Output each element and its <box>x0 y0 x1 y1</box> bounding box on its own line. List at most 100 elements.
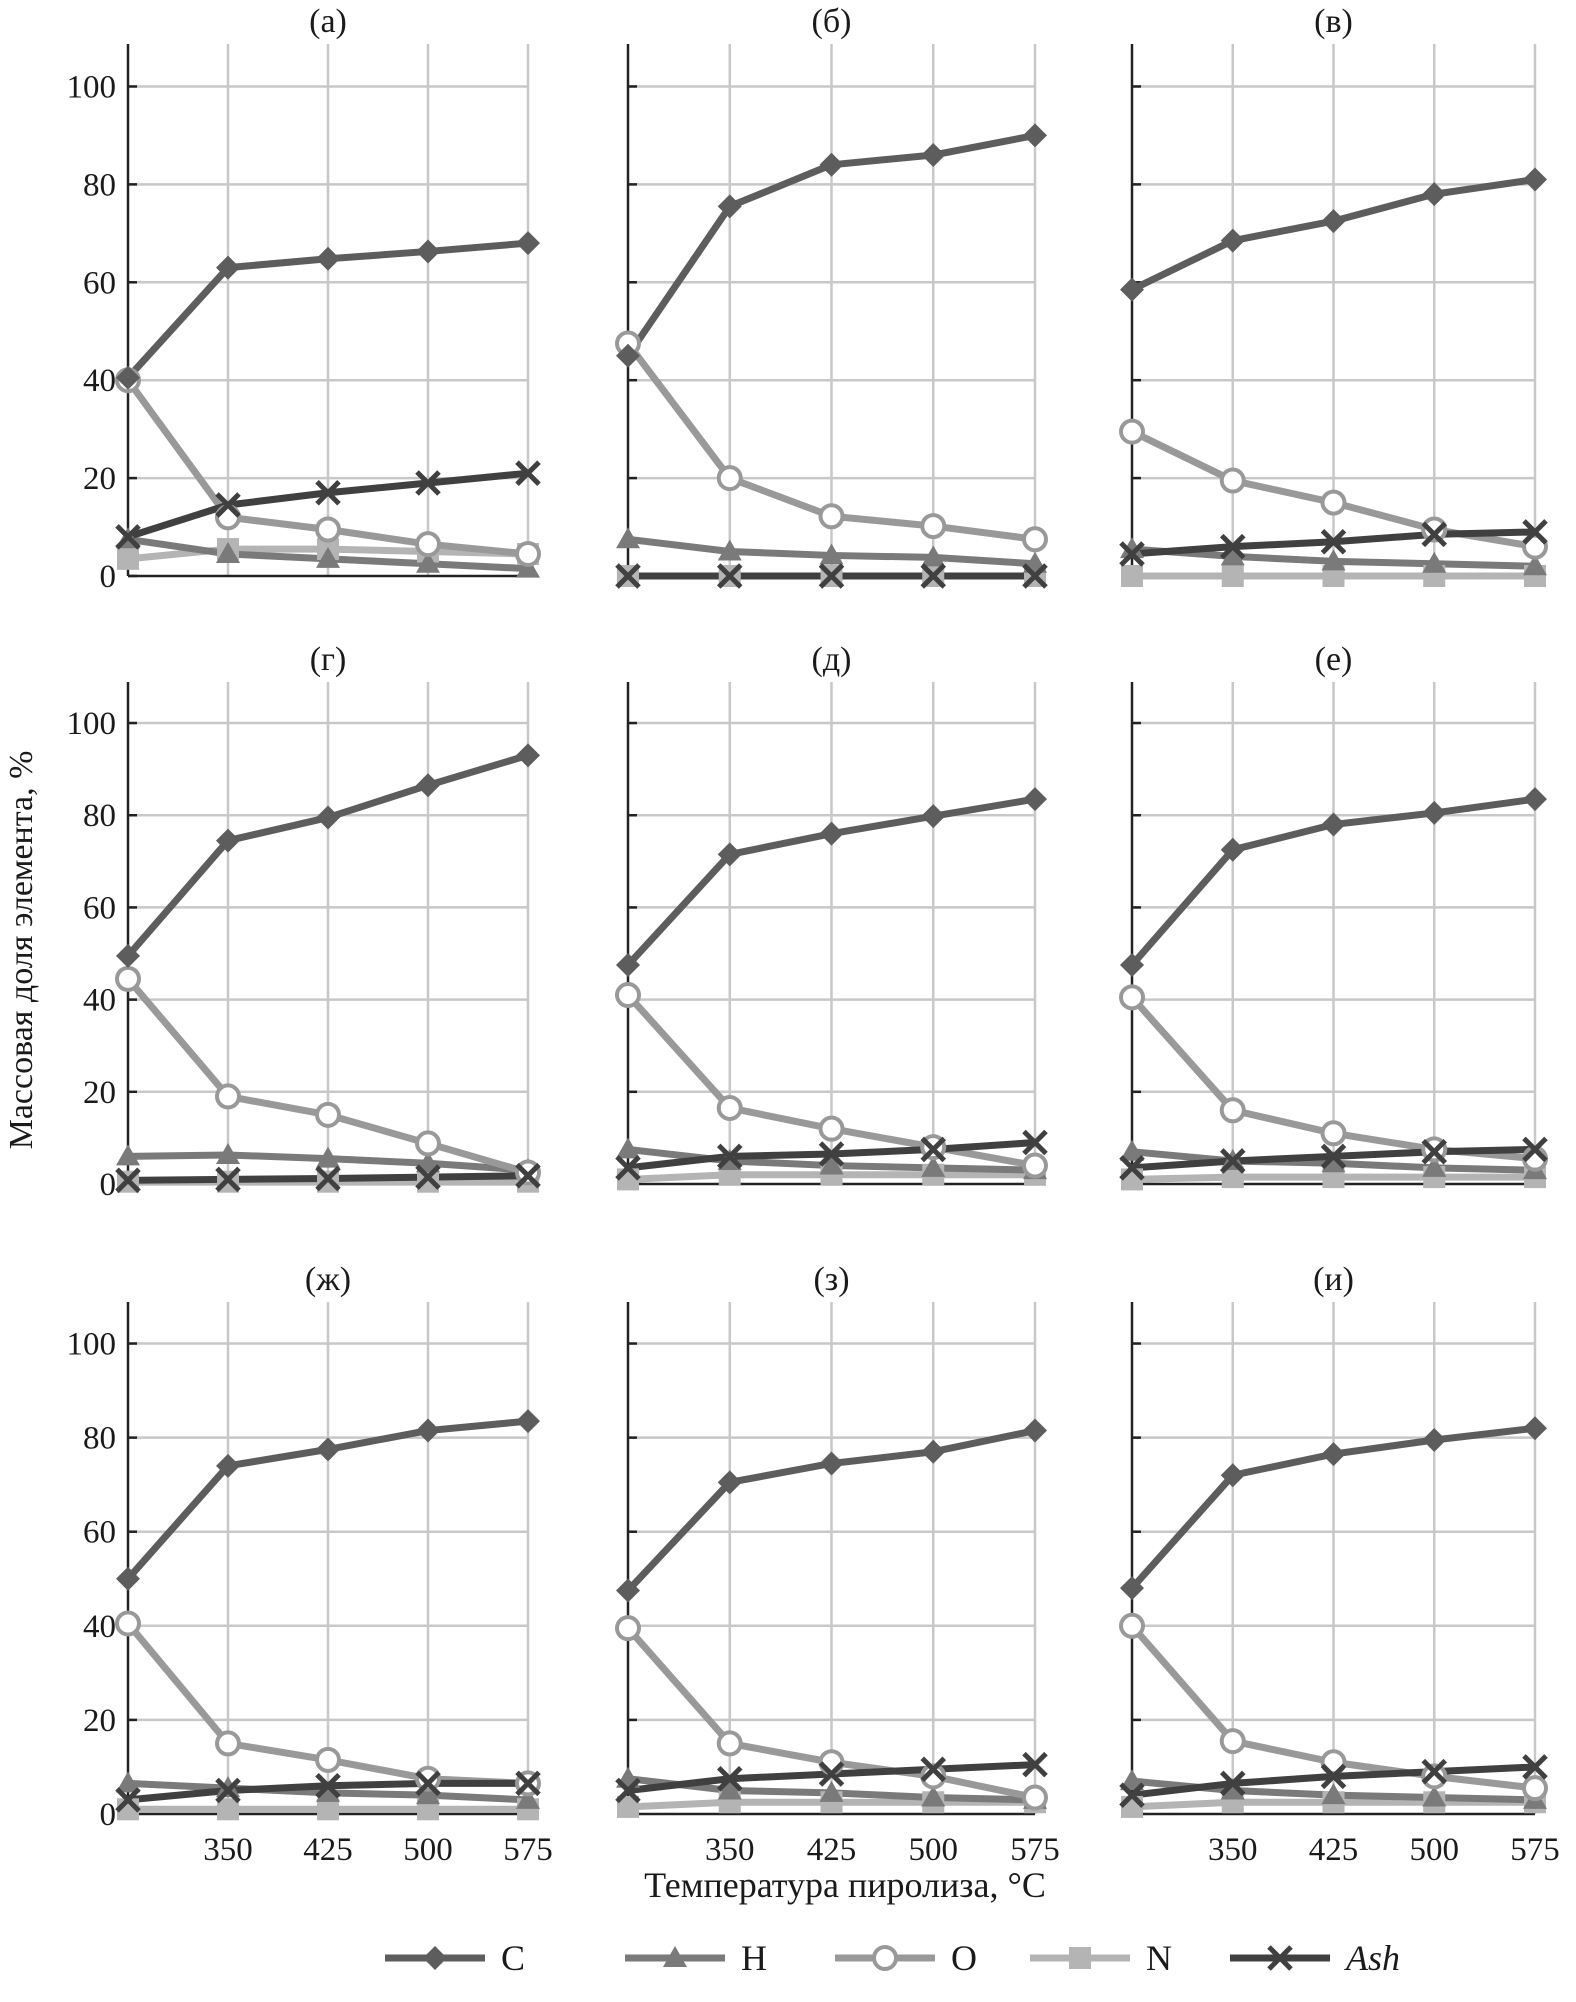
data-point-c <box>819 1451 844 1476</box>
data-point-c <box>1523 167 1547 192</box>
data-point-n <box>617 1795 639 1818</box>
gridlines <box>128 682 530 1184</box>
panel-title: (з) <box>813 1261 849 1298</box>
gridlines <box>628 44 1037 576</box>
data-point-c <box>216 255 240 280</box>
data-point-c <box>1023 787 1047 812</box>
data-point-h <box>819 543 844 565</box>
data-point-h <box>216 1142 240 1164</box>
data-point-c <box>616 1578 640 1603</box>
y-tick-label: 60 <box>83 890 116 926</box>
data-point-c <box>819 821 844 846</box>
x-tick-label: 500 <box>403 1832 453 1868</box>
data-point-ash <box>1022 1129 1048 1156</box>
data-point-ash <box>1320 1143 1347 1170</box>
data-point-n <box>1121 565 1143 587</box>
x-tick-label: 500 <box>909 1832 959 1868</box>
data-point-o <box>615 1615 641 1642</box>
data-point-c <box>1422 1427 1447 1452</box>
legend-label: Ash <box>1344 1938 1400 1978</box>
data-point-ash <box>1022 1751 1048 1778</box>
data-point-ash <box>615 1155 641 1181</box>
data-point-ash <box>1219 1148 1246 1174</box>
data-point-h <box>1120 537 1144 559</box>
x-axis-label: Температура пиролиза, °C <box>644 1865 1046 1905</box>
data-point-o <box>415 1765 441 1792</box>
x-tick-label: 425 <box>807 1832 857 1868</box>
data-point-c <box>416 239 440 264</box>
data-point-ash <box>1119 1782 1145 1808</box>
data-point-h <box>1220 1778 1245 1800</box>
gridlines <box>628 682 1037 1184</box>
data-point-h <box>1321 1151 1346 1173</box>
data-point-c <box>516 231 540 256</box>
data-point-o <box>1022 1784 1048 1811</box>
legend-marker <box>663 1946 687 1967</box>
data-point-n <box>117 547 139 570</box>
data-point-ash <box>1022 563 1048 589</box>
data-point-ash <box>315 1773 341 1799</box>
panel-title: (и) <box>1313 1261 1354 1298</box>
data-point-h <box>216 1776 240 1798</box>
data-point-ash <box>515 1770 541 1797</box>
data-point-c <box>1422 182 1447 207</box>
y-tick-label: 100 <box>67 1327 117 1363</box>
data-point-ash <box>1421 1138 1448 1165</box>
data-point-ash <box>920 563 947 589</box>
data-point-c <box>1321 812 1346 837</box>
data-point-ash <box>1320 1763 1347 1790</box>
data-point-o <box>716 1094 743 1121</box>
data-point-n <box>1121 1168 1143 1191</box>
data-point-ash <box>115 524 141 550</box>
legend-marker <box>872 1945 898 1971</box>
legend-marker <box>1267 1945 1293 1971</box>
legend-label: N <box>1146 1938 1172 1978</box>
data-point-h <box>717 539 742 561</box>
data-point-o <box>115 965 141 992</box>
data-point-ash <box>818 563 845 589</box>
data-point-ash <box>615 563 641 589</box>
data-point-h <box>616 1137 640 1159</box>
data-point-o <box>818 1749 845 1776</box>
data-point-c <box>1220 1463 1245 1488</box>
data-point-ash <box>115 1787 141 1813</box>
data-point-c <box>717 1470 742 1495</box>
panel-2: (б) <box>615 3 1048 589</box>
gridlines <box>1132 44 1537 576</box>
data-point-h <box>316 1146 340 1168</box>
data-point-h <box>921 545 946 567</box>
x-tick-label: 575 <box>1010 1832 1060 1868</box>
data-point-ash <box>1219 1770 1246 1797</box>
data-point-h <box>717 1778 742 1800</box>
data-point-ash <box>615 1777 641 1804</box>
data-point-h <box>316 1780 340 1802</box>
y-tick-label: 80 <box>83 1421 116 1457</box>
gridlines <box>1132 1302 1537 1814</box>
data-point-h <box>116 1144 140 1166</box>
data-point-ash <box>1522 1136 1548 1163</box>
data-point-o <box>1421 516 1448 543</box>
gridlines <box>628 1302 1037 1814</box>
legend-marker <box>423 1946 447 1970</box>
y-tick-label: 40 <box>83 1609 116 1645</box>
y-tick-label: 60 <box>83 265 116 301</box>
gridlines <box>1132 682 1537 1184</box>
x-tick-label: 425 <box>1309 1832 1359 1868</box>
data-point-ash <box>920 1756 947 1783</box>
x-tick-label: 425 <box>303 1832 353 1868</box>
data-point-h <box>1523 554 1547 576</box>
data-point-c <box>921 804 946 829</box>
data-point-ash <box>1119 1155 1145 1181</box>
data-point-ash <box>115 1167 141 1194</box>
data-point-h <box>216 541 240 563</box>
panel-4: (г) 0 20 40 60 80 100 <box>67 641 541 1203</box>
data-point-ash <box>716 1143 743 1170</box>
data-point-c <box>116 365 140 390</box>
panel-8: (з) 350 425 500 575 <box>615 1261 1060 1868</box>
data-point-ash <box>1421 1758 1448 1785</box>
legend-item-h: H <box>625 1938 767 1978</box>
data-point-o <box>1119 418 1145 445</box>
data-point-n <box>217 1798 239 1821</box>
y-tick-label: 40 <box>83 983 116 1019</box>
legend-item-n: N <box>1030 1938 1172 1978</box>
